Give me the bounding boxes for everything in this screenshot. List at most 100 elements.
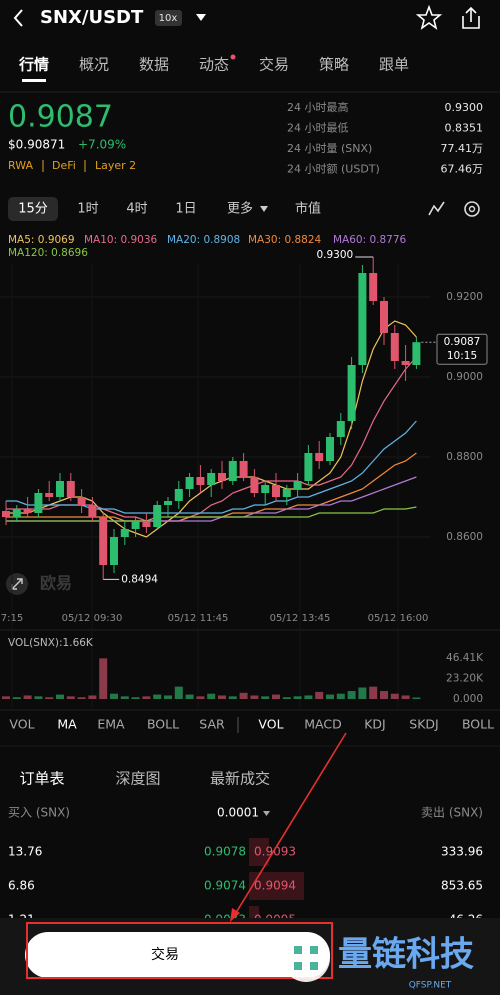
candle-body bbox=[347, 365, 356, 421]
volume-bar bbox=[23, 695, 32, 699]
legend-entry: MA120: 0.8696 bbox=[8, 247, 88, 259]
candle-body bbox=[88, 505, 97, 517]
candle-body bbox=[12, 509, 21, 517]
tab[interactable]: 数据 bbox=[139, 56, 169, 74]
y-tick-label: 0.8800 bbox=[446, 451, 483, 463]
tab[interactable]: 策略 bbox=[319, 56, 349, 74]
volume-bar bbox=[326, 694, 334, 699]
stat-value: 0.8351 bbox=[445, 122, 484, 135]
current-price: 0.9087 bbox=[444, 336, 481, 348]
ask-price: 0.9094 bbox=[254, 879, 296, 893]
y-tick-label: 0.9200 bbox=[446, 291, 483, 303]
draw-icon[interactable] bbox=[428, 201, 445, 216]
volume-bar bbox=[174, 686, 183, 699]
indicator[interactable]: VOL bbox=[9, 717, 34, 732]
stat-label: 24 小时量 (SNX) bbox=[287, 142, 372, 155]
candle-body bbox=[336, 421, 345, 437]
volume-bar bbox=[293, 696, 302, 699]
book-tab[interactable]: 深度图 bbox=[115, 770, 160, 788]
candle-body bbox=[164, 501, 172, 505]
volume-bar bbox=[261, 696, 270, 699]
tab[interactable]: 行情 bbox=[18, 56, 49, 74]
indicator[interactable]: SAR bbox=[199, 717, 225, 732]
trade-label: 交易 bbox=[151, 946, 179, 963]
logo: 欧易 bbox=[40, 574, 72, 593]
interval[interactable]: 1时 bbox=[77, 202, 98, 217]
legend-entry: MA5: 0.9069 bbox=[8, 234, 75, 246]
indicator[interactable]: KDJ bbox=[364, 717, 386, 732]
trade-button[interactable] bbox=[25, 932, 330, 978]
dropdown-icon[interactable] bbox=[196, 14, 206, 21]
volume-bar bbox=[401, 695, 410, 699]
ma-line bbox=[6, 506, 417, 522]
indicator[interactable]: MA bbox=[57, 717, 77, 732]
x-tick-label: 05/12 13:45 bbox=[270, 613, 331, 624]
usd-price: $0.90871 bbox=[8, 138, 65, 152]
indicator[interactable]: SKDJ bbox=[409, 717, 438, 732]
volume-bar bbox=[120, 696, 129, 699]
candle-body bbox=[174, 489, 183, 501]
volume-bar bbox=[358, 687, 367, 699]
interval[interactable]: 4时 bbox=[126, 202, 147, 217]
tab[interactable]: 概况 bbox=[79, 56, 109, 74]
candle-body bbox=[196, 477, 205, 485]
candle-body bbox=[23, 509, 32, 513]
stat-label: 24 小时最低 bbox=[287, 122, 349, 135]
more-icon bbox=[260, 206, 268, 212]
volume-bar bbox=[99, 658, 108, 699]
watermark: 量链科技 bbox=[338, 935, 474, 975]
candle-body bbox=[380, 301, 388, 333]
volume-bar bbox=[88, 695, 97, 699]
volume-bar bbox=[315, 691, 324, 699]
interval[interactable]: 市值 bbox=[295, 201, 321, 217]
candle-body bbox=[228, 461, 237, 481]
candle-body bbox=[272, 485, 280, 497]
tab[interactable]: 跟单 bbox=[379, 56, 409, 74]
tag: RWA bbox=[8, 159, 33, 172]
arrow bbox=[233, 732, 347, 917]
indicator[interactable]: VOL bbox=[258, 717, 283, 732]
low-label: 0.8494 bbox=[121, 573, 158, 585]
tab[interactable]: 动态 bbox=[199, 56, 229, 74]
countdown: 10:15 bbox=[447, 350, 477, 362]
stat-value: 77.41万 bbox=[441, 142, 484, 155]
candle-body bbox=[390, 333, 399, 361]
tag: Layer 2 bbox=[95, 159, 136, 172]
candle-body bbox=[282, 489, 291, 497]
star-icon[interactable] bbox=[415, 4, 443, 30]
price-box bbox=[436, 333, 488, 365]
y-tick-label: 0.9000 bbox=[446, 371, 483, 383]
candle-body bbox=[239, 461, 248, 477]
volume-tick-label: 46.41K bbox=[446, 652, 484, 664]
candle-body bbox=[401, 361, 410, 365]
back-icon[interactable] bbox=[13, 9, 23, 27]
indicator[interactable]: MACD bbox=[304, 717, 341, 732]
step-icon[interactable] bbox=[263, 811, 270, 816]
book-tab[interactable]: 最新成交 bbox=[210, 770, 270, 788]
share-icon[interactable] bbox=[462, 6, 480, 29]
tab[interactable]: 交易 bbox=[259, 56, 289, 74]
candle-body bbox=[120, 529, 129, 537]
indicator[interactable]: EMA bbox=[97, 717, 125, 732]
indicator[interactable]: BOLL bbox=[462, 717, 494, 732]
candle-body bbox=[56, 481, 64, 497]
book-tab[interactable]: 订单表 bbox=[19, 770, 64, 788]
col-head[interactable]: 0.0001 bbox=[217, 806, 259, 820]
indicator[interactable]: BOLL bbox=[147, 717, 179, 732]
volume-bar bbox=[196, 696, 205, 699]
volume-bar bbox=[153, 694, 162, 699]
interval[interactable]: 1日 bbox=[175, 202, 196, 217]
col-head: 买入 (SNX) bbox=[8, 806, 70, 820]
interval[interactable]: 更多 bbox=[227, 201, 253, 217]
settings-icon[interactable] bbox=[464, 201, 480, 217]
candle-body bbox=[99, 517, 108, 565]
volume-bar bbox=[77, 697, 86, 699]
bid-size: 6.86 bbox=[8, 879, 35, 893]
candle-body bbox=[304, 453, 313, 481]
interval-selected bbox=[8, 197, 58, 221]
settings-icon bbox=[468, 205, 476, 213]
candle-body bbox=[131, 521, 140, 529]
interval[interactable]: 15分 bbox=[18, 202, 48, 217]
volume-bar bbox=[34, 696, 43, 699]
